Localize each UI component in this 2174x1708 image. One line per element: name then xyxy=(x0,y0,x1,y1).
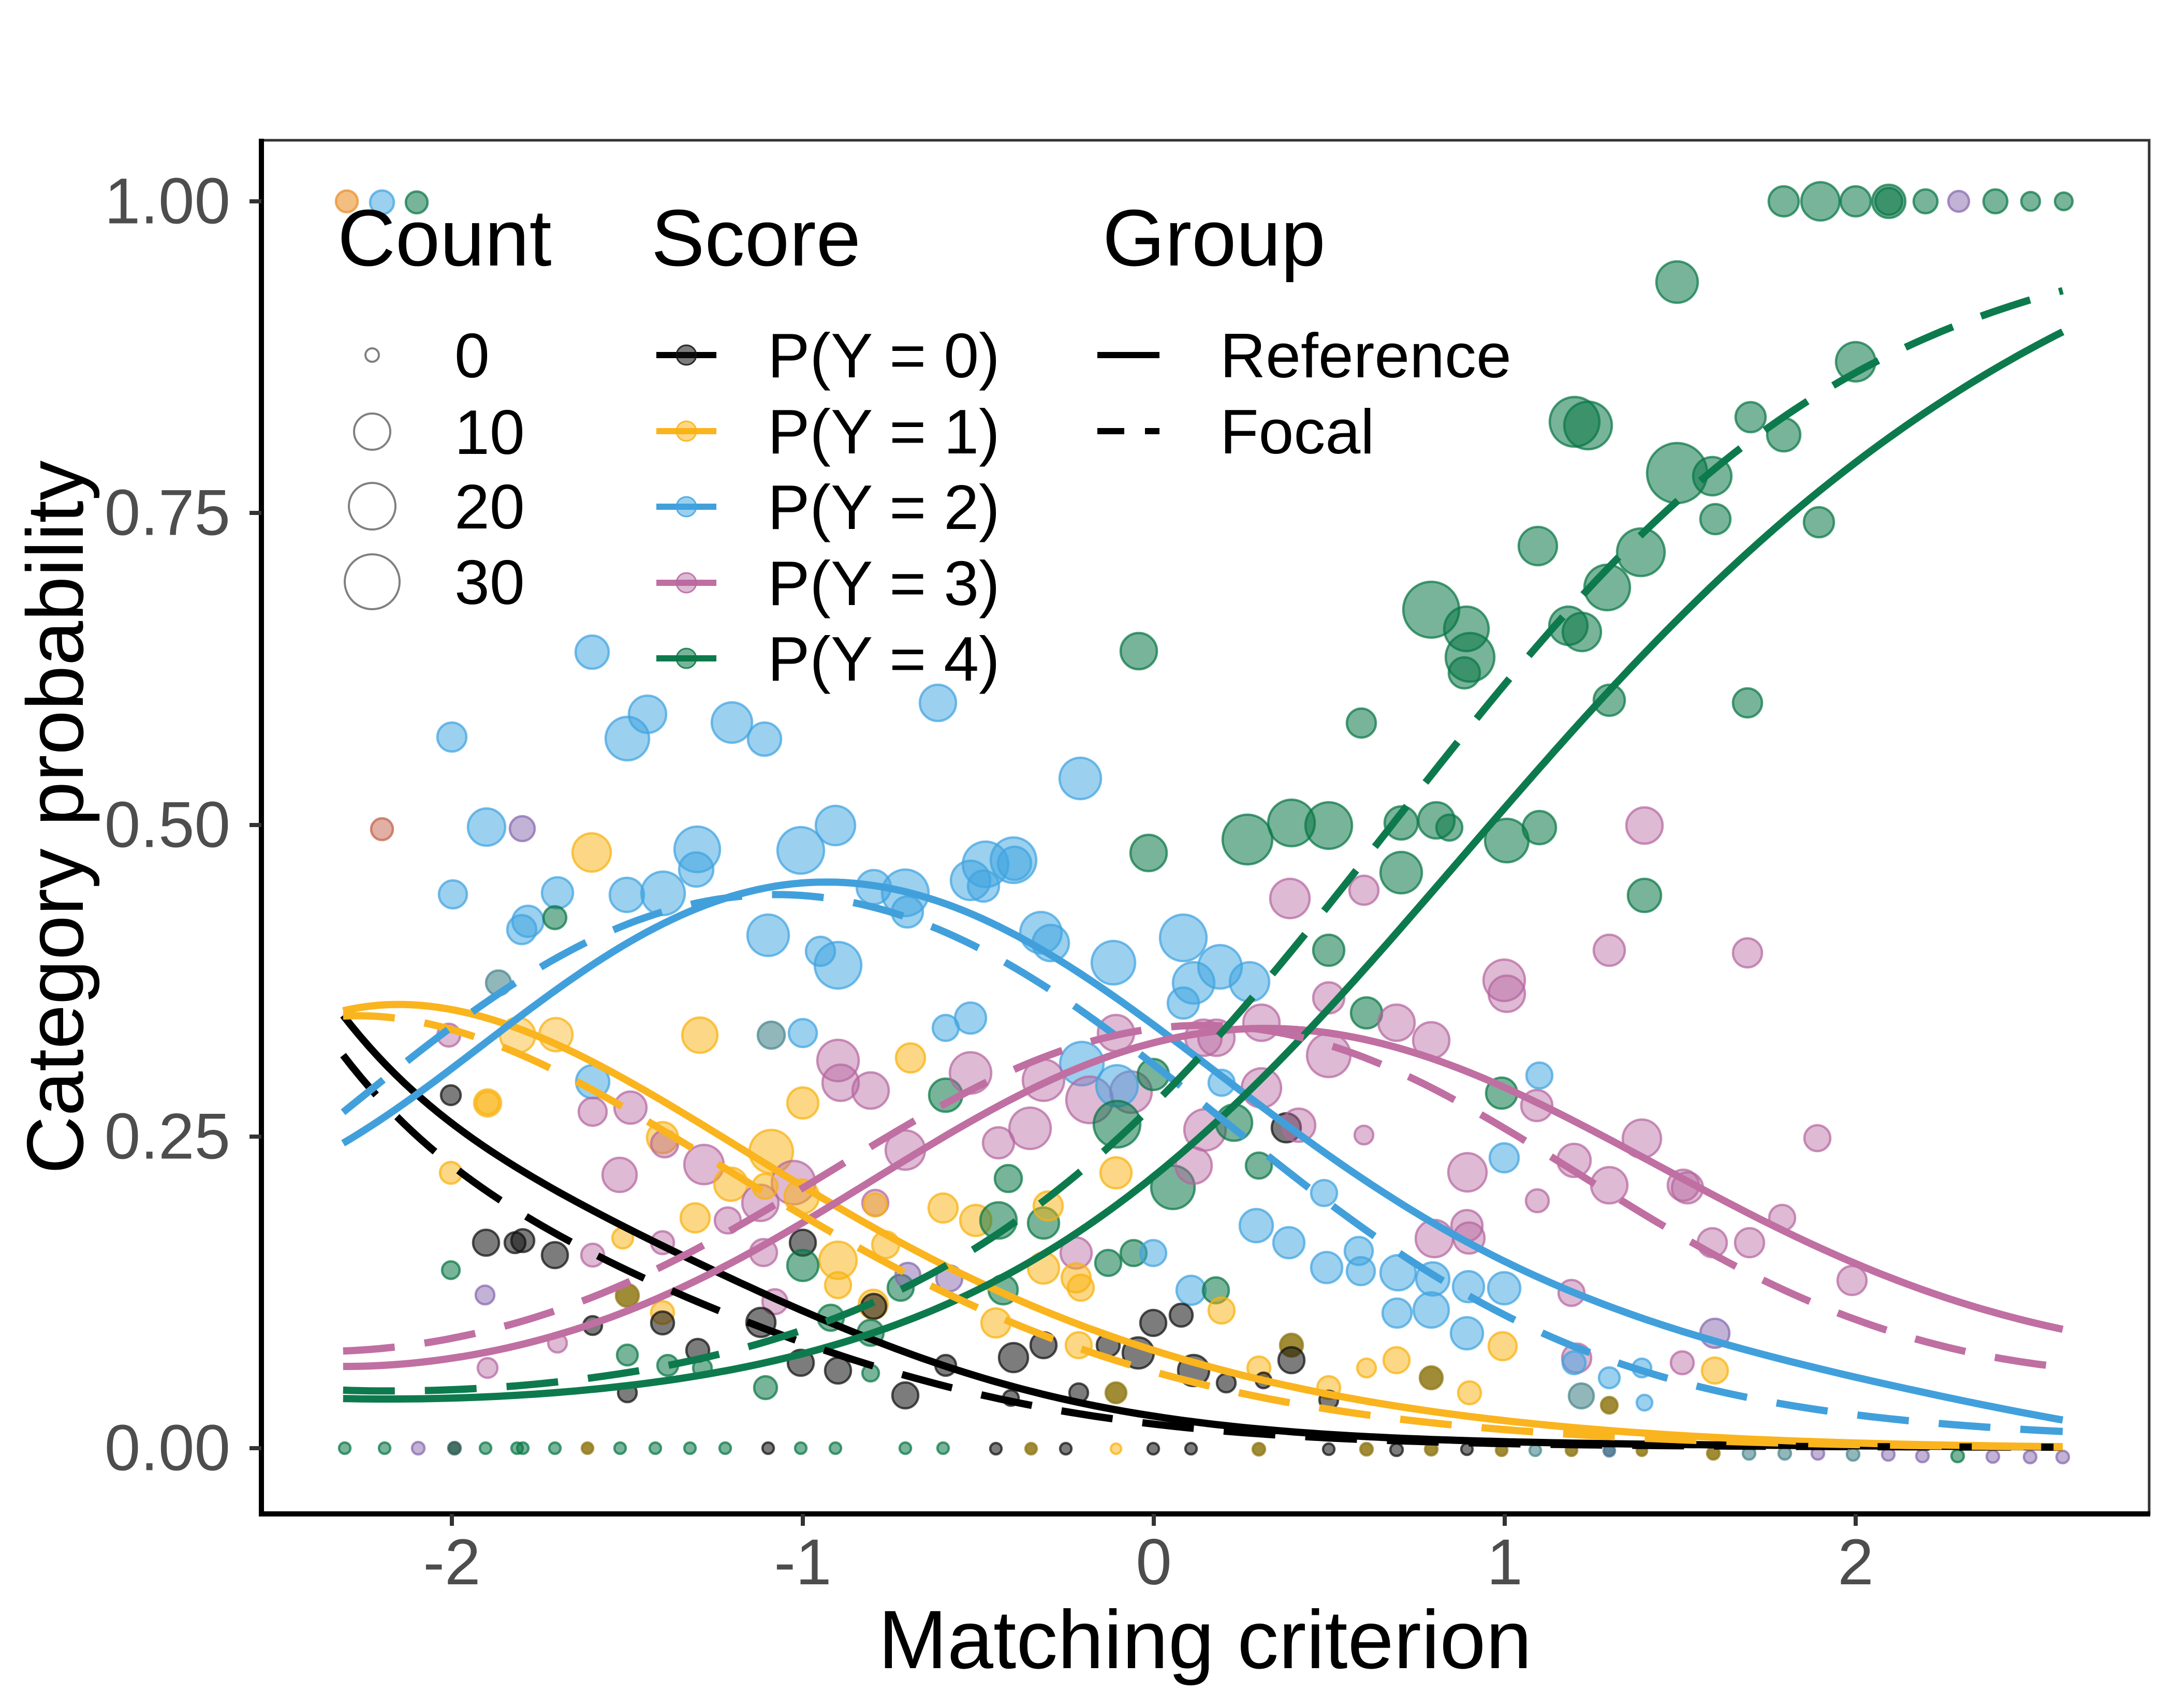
svg-text:0.50: 0.50 xyxy=(105,789,230,861)
svg-text:P(Y = 0): P(Y = 0) xyxy=(768,320,1000,391)
svg-text:1.00: 1.00 xyxy=(105,166,230,238)
svg-text:0: 0 xyxy=(1136,1526,1172,1598)
svg-text:1: 1 xyxy=(1487,1526,1523,1598)
svg-text:Focal: Focal xyxy=(1220,396,1374,467)
svg-text:0.25: 0.25 xyxy=(105,1101,230,1173)
svg-text:P(Y = 2): P(Y = 2) xyxy=(768,472,1000,542)
svg-text:Category probability: Category probability xyxy=(10,460,100,1174)
svg-text:0: 0 xyxy=(454,320,490,391)
svg-text:P(Y = 1): P(Y = 1) xyxy=(768,396,1000,467)
svg-text:Group: Group xyxy=(1103,193,1326,283)
svg-text:10: 10 xyxy=(454,397,525,467)
svg-text:Count: Count xyxy=(337,193,552,283)
svg-text:Reference: Reference xyxy=(1220,320,1511,391)
svg-text:-1: -1 xyxy=(774,1526,831,1598)
svg-text:-2: -2 xyxy=(423,1526,480,1598)
svg-text:P(Y = 4): P(Y = 4) xyxy=(768,624,1000,694)
svg-text:Matching criterion: Matching criterion xyxy=(878,1593,1532,1686)
svg-text:20: 20 xyxy=(454,472,525,542)
svg-text:P(Y = 3): P(Y = 3) xyxy=(768,548,1000,619)
svg-text:2: 2 xyxy=(1838,1526,1874,1598)
svg-text:Score: Score xyxy=(651,193,861,283)
svg-text:0.00: 0.00 xyxy=(105,1412,230,1484)
svg-text:0.75: 0.75 xyxy=(105,477,230,549)
svg-text:30: 30 xyxy=(454,547,525,617)
